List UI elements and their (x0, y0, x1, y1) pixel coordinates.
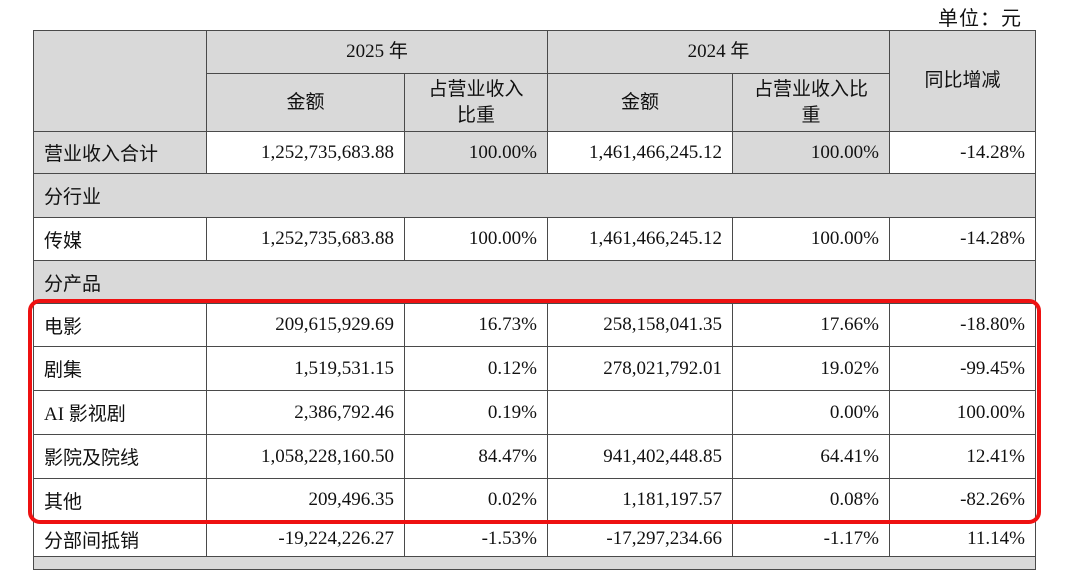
value-cell: 100.00% (889, 390, 1036, 435)
value-cell: 0.12% (404, 346, 548, 391)
table-row: 营业收入合计 1,252,735,683.88 100.00% 1,461,466,2… (33, 131, 1036, 174)
value-cell: 941,402,448.85 (547, 434, 733, 479)
value-cell: -14.28% (889, 217, 1036, 261)
unit-label: 单位：元 (938, 8, 1022, 30)
revenue-breakdown-table: 2025 年 2024 年 同比增减 金额 占营业收入 比重 金额 占营业收入比… (33, 30, 1036, 570)
value-cell: 258,158,041.35 (547, 303, 733, 347)
table-row: 传媒 1,252,735,683.88 100.00% 1,461,466,245.1… (33, 217, 1036, 261)
section-label-cell (33, 556, 1036, 570)
value-cell: 0.19% (404, 390, 548, 435)
value-cell: 278,021,792.01 (547, 346, 733, 391)
table-row (33, 556, 1036, 570)
row-label-cell: 电影 (33, 303, 207, 347)
table-row: 分产品 (33, 260, 1036, 304)
value-cell: 1,461,466,245.12 (547, 217, 733, 261)
header-row-measures: 金额 占营业收入 比重 金额 占营业收入比 重 (34, 73, 1036, 132)
value-cell: 1,461,466,245.12 (547, 131, 733, 174)
value-cell: 100.00% (732, 217, 890, 261)
value-cell: 0.02% (404, 478, 548, 522)
header-row-years: 2025 年 2024 年 同比增减 (33, 30, 1036, 132)
value-cell: 1,181,197.57 (547, 478, 733, 522)
section-label-cell: 分产品 (33, 260, 1036, 304)
row-label-cell: 剧集 (33, 346, 207, 391)
value-cell: 11.14% (889, 521, 1036, 557)
header-amount-2024: 金额 (547, 73, 733, 132)
table-row: 分行业 (33, 173, 1036, 218)
header-empty-cell (33, 30, 207, 132)
value-cell: 64.41% (732, 434, 890, 479)
value-cell: 12.41% (889, 434, 1036, 479)
value-cell: -82.26% (889, 478, 1036, 522)
value-cell: -19,224,226.27 (206, 521, 405, 557)
row-label-cell: AI 影视剧 (33, 390, 207, 435)
value-cell: -99.45% (889, 346, 1036, 391)
table-row: 其他 209,496.35 0.02% 1,181,197.57 0.08% -82.26… (33, 478, 1036, 522)
value-cell: -14.28% (889, 131, 1036, 174)
row-label-cell: 其他 (33, 478, 207, 522)
value-cell: 0.08% (732, 478, 890, 522)
value-cell: 19.02% (732, 346, 890, 391)
value-cell: 100.00% (404, 131, 548, 174)
value-cell: 2,386,792.46 (206, 390, 405, 435)
table-row: 电影 209,615,929.69 16.73% 258,158,041.35 17.6… (33, 303, 1036, 347)
value-cell: 1,519,531.15 (206, 346, 405, 391)
table-row: 分部间抵销 -19,224,226.27 -1.53% -17,297,234.66-… (33, 521, 1036, 557)
value-cell: 209,615,929.69 (206, 303, 405, 347)
value-cell: 1,058,228,160.50 (206, 434, 405, 479)
section-label-cell: 分行业 (33, 173, 1036, 218)
value-cell: 100.00% (732, 131, 890, 174)
value-cell: 1,252,735,683.88 (206, 131, 405, 174)
value-cell: -1.17% (732, 521, 890, 557)
row-label-cell: 营业收入合计 (33, 131, 207, 174)
table-row: 影院及院线 1,058,228,160.50 84.47% 941,402,448.8… (33, 434, 1036, 479)
value-cell (547, 390, 733, 435)
value-cell: -18.80% (889, 303, 1036, 347)
header-ratio-2024: 占营业收入比 重 (732, 73, 890, 132)
value-cell: 100.00% (404, 217, 548, 261)
value-cell: 1,252,735,683.88 (206, 217, 405, 261)
value-cell: 17.66% (732, 303, 890, 347)
header-yoy: 同比增减 (889, 30, 1036, 132)
value-cell: 84.47% (404, 434, 548, 479)
table-row: AI 影视剧 2,386,792.46 0.19% 0.00% 100.00% (33, 390, 1036, 435)
header-year-2025: 2025 年 (206, 30, 548, 74)
table-row: 剧集 1,519,531.15 0.12% 278,021,792.01 19.02% -… (33, 346, 1036, 391)
value-cell: -17,297,234.66 (547, 521, 733, 557)
value-cell: 209,496.35 (206, 478, 405, 522)
row-label-cell: 影院及院线 (33, 434, 207, 479)
header-ratio-2025: 占营业收入 比重 (404, 73, 548, 132)
header-year-2024: 2024 年 (547, 30, 890, 74)
row-label-cell: 传媒 (33, 217, 207, 261)
header-amount-2025: 金额 (206, 73, 405, 132)
value-cell: -1.53% (404, 521, 548, 557)
row-label-cell: 分部间抵销 (33, 521, 207, 557)
value-cell: 0.00% (732, 390, 890, 435)
value-cell: 16.73% (404, 303, 548, 347)
table-body: 营业收入合计 1,252,735,683.88 100.00% 1,461,466,2… (33, 131, 1036, 570)
